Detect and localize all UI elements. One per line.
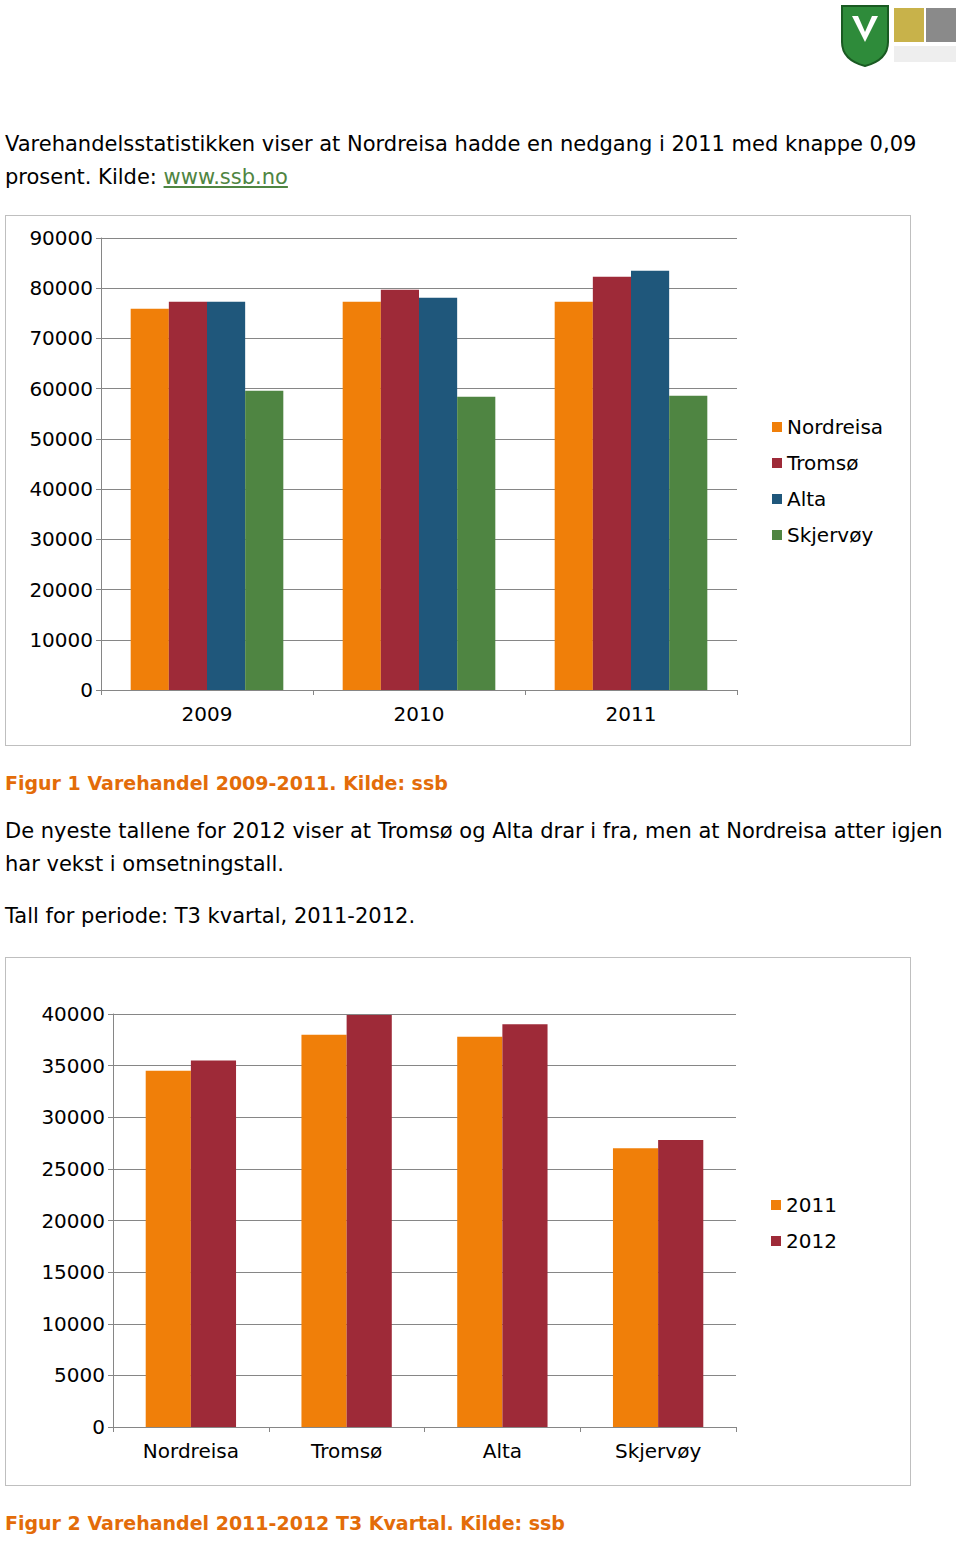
html-text:Varehandelsstatistikken viser: Varehandelsstatistikken viser at Nordrei… bbox=[5, 132, 917, 189]
svg-text:Tromsø: Tromsø bbox=[310, 1439, 382, 1463]
svg-text:2011: 2011 bbox=[786, 1193, 837, 1217]
svg-text:0: 0 bbox=[92, 1415, 105, 1439]
html-text:Figur 1 Varehandel 2009-2011.: Figur 1 Varehandel 2009-2011. Kilde: ssb bbox=[5, 772, 448, 794]
svg-text:15000: 15000 bbox=[41, 1260, 105, 1284]
svg-text:Nordreisa: Nordreisa bbox=[143, 1439, 239, 1463]
svg-text:Skjervøy: Skjervøy bbox=[615, 1439, 701, 1463]
svg-text:25000: 25000 bbox=[41, 1157, 105, 1181]
svg-text:2012: 2012 bbox=[786, 1229, 837, 1253]
svg-text:10000: 10000 bbox=[29, 628, 93, 652]
svg-text:Alta: Alta bbox=[483, 1439, 522, 1463]
svg-text:40000: 40000 bbox=[41, 1002, 105, 1026]
svg-text:20000: 20000 bbox=[41, 1209, 105, 1233]
svg-text:2009: 2009 bbox=[182, 702, 233, 726]
svg-text:Nordreisa: Nordreisa bbox=[787, 415, 883, 439]
svg-text:2010: 2010 bbox=[394, 702, 445, 726]
svg-text:40000: 40000 bbox=[29, 477, 93, 501]
svg-text:5000: 5000 bbox=[54, 1363, 105, 1387]
svg-text:0: 0 bbox=[80, 678, 93, 702]
svg-text:Alta: Alta bbox=[787, 487, 826, 511]
svg-text:Skjervøy: Skjervøy bbox=[787, 523, 873, 547]
svg-text:35000: 35000 bbox=[41, 1054, 105, 1078]
svg-text:20000: 20000 bbox=[29, 578, 93, 602]
svg-text:60000: 60000 bbox=[29, 377, 93, 401]
svg-text:2011: 2011 bbox=[606, 702, 657, 726]
svg-text:30000: 30000 bbox=[41, 1105, 105, 1129]
svg-text:30000: 30000 bbox=[29, 527, 93, 551]
svg-text:90000: 90000 bbox=[29, 226, 93, 250]
svg-text:80000: 80000 bbox=[29, 276, 93, 300]
svg-text:70000: 70000 bbox=[29, 326, 93, 350]
svg-text:10000: 10000 bbox=[41, 1312, 105, 1336]
svg-text:Tromsø: Tromsø bbox=[786, 451, 858, 475]
html-text:Tall for periode: T3 kvartal,: Tall for periode: T3 kvartal, 2011-2012. bbox=[5, 904, 416, 928]
html-text:Figur 2 Varehandel 2011-2012 T: Figur 2 Varehandel 2011-2012 T3 Kvartal.… bbox=[5, 1512, 565, 1534]
svg-text:50000: 50000 bbox=[29, 427, 93, 451]
html-text:De nyeste tallene for 2012 vis: De nyeste tallene for 2012 viser at Trom… bbox=[5, 819, 943, 876]
